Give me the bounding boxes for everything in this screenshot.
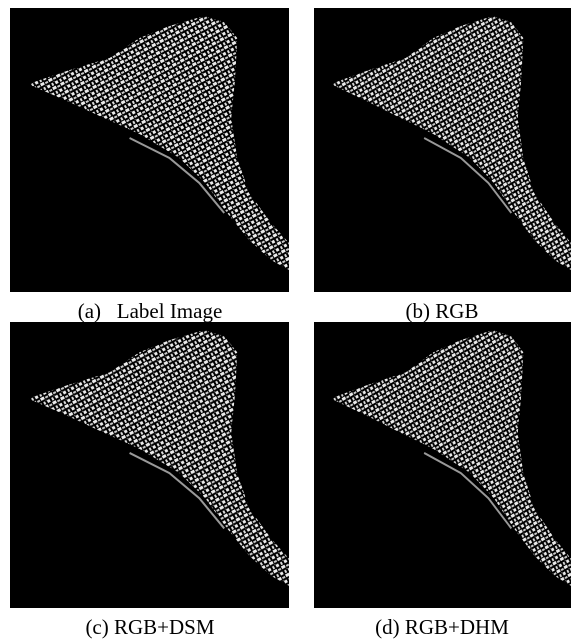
caption: (c) RGB+DSM <box>85 615 214 639</box>
image <box>314 8 571 292</box>
caption: (d) RGB+DHM <box>375 615 509 639</box>
panel-a: (a) Label Image <box>10 8 289 323</box>
panel-b: (b) RGB <box>314 8 571 323</box>
figure: (a) Label Image (b) RGB (c) RGB+DSM (d) … <box>0 0 579 639</box>
page: (a) Label Image (b) RGB (c) RGB+DSM (d) … <box>0 0 579 639</box>
caption: (b) RGB <box>406 299 479 323</box>
image <box>10 322 289 608</box>
caption: (a) Label Image <box>78 299 223 323</box>
image <box>10 8 289 292</box>
panel-c: (c) RGB+DSM <box>10 322 289 639</box>
panel-d: (d) RGB+DHM <box>314 322 571 639</box>
image <box>314 322 571 608</box>
